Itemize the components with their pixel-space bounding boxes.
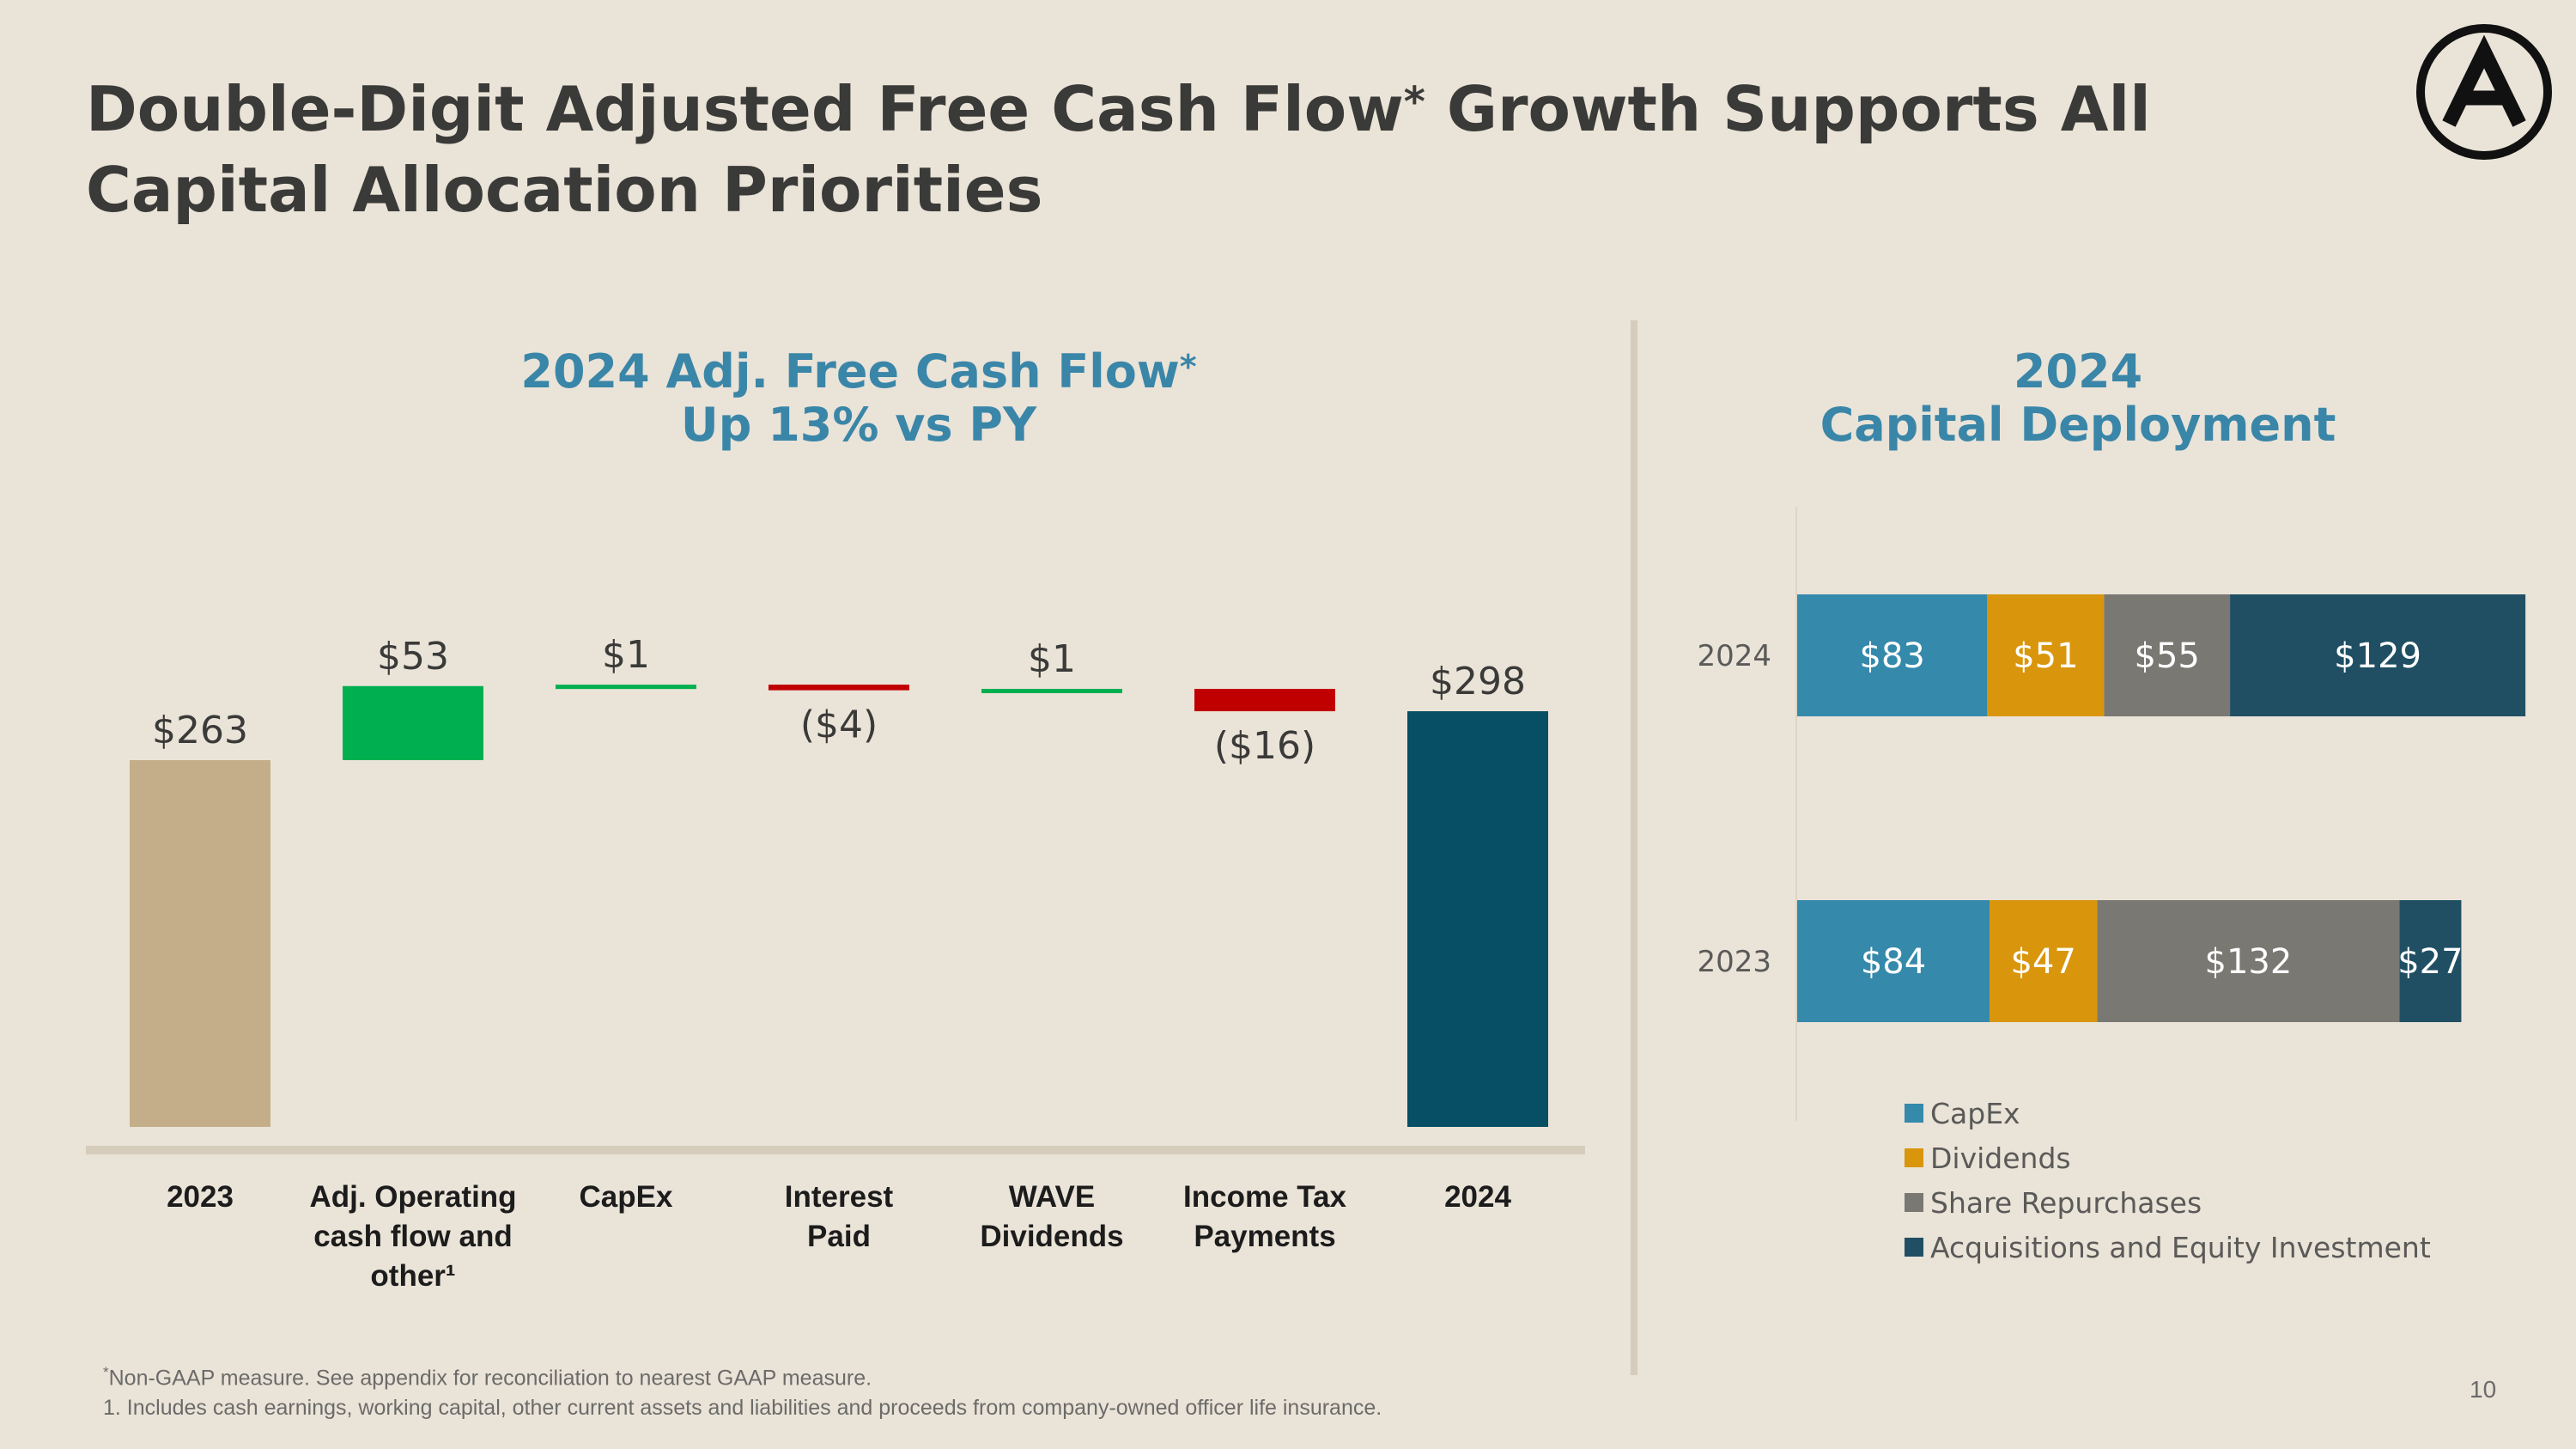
legend-label: Share Repurchases [1930, 1185, 2202, 1220]
page-title: Double-Digit Adjusted Free Cash Flow* Gr… [86, 69, 2318, 230]
waterfall-title-line1: 2024 Adj. Free Cash Flow [520, 344, 1180, 399]
waterfall-data-label: ($4) [800, 703, 878, 747]
stacked-bar-segment [1990, 900, 2098, 1022]
stacked-segment-label: $51 [2013, 636, 2078, 676]
page-title-part1: Double-Digit Adjusted Free Cash Flow [86, 73, 1404, 145]
waterfall-category-label: 2023 [167, 1180, 234, 1214]
stacked-bar-segment [1987, 594, 2105, 716]
waterfall-bar [1194, 689, 1335, 712]
capital-title-line2: Capital Deployment [1820, 398, 2336, 452]
footnote-1-marker: * [103, 1364, 109, 1380]
stacked-bar-segment [2104, 594, 2231, 716]
waterfall-category-label: 2024 [1444, 1180, 1511, 1214]
legend-swatch [1905, 1104, 1923, 1123]
footnote-2: 1. Includes cash earnings, working capit… [103, 1396, 1382, 1421]
legend-item: Acquisitions and Equity Investment [1905, 1225, 2431, 1269]
waterfall-bar [981, 689, 1122, 694]
waterfall-data-label: ($16) [1214, 724, 1315, 768]
waterfall-category-label: Interest [785, 1180, 894, 1214]
legend-label: Dividends [1930, 1141, 2071, 1175]
legend-item: Dividends [1905, 1135, 2431, 1180]
stacked-bar-segment [2230, 594, 2526, 716]
stacked-category-label: 2024 [1697, 639, 1771, 673]
capital-title-line1: 2024 [2013, 344, 2143, 399]
waterfall-category-label: CapEx [580, 1180, 673, 1214]
non-gaap-marker: * [1403, 78, 1425, 126]
waterfall-category-label: WAVE [1009, 1180, 1095, 1214]
waterfall-category-label: Paid [807, 1220, 871, 1253]
legend-swatch [1905, 1238, 1923, 1257]
legend-item: Share Repurchases [1905, 1180, 2431, 1225]
waterfall-title-line2: Up 13% vs PY [680, 398, 1037, 452]
stacked-bar-segment [2399, 900, 2462, 1022]
stacked-segment-label: $27 [2397, 942, 2463, 982]
legend-swatch [1905, 1193, 1923, 1212]
legend-swatch [1905, 1148, 1923, 1167]
waterfall-title-marker: * [1179, 348, 1197, 386]
stacked-bar-segment [1797, 900, 1990, 1022]
stacked-segment-label: $84 [1861, 942, 1926, 982]
stacked-bar-segment [2097, 900, 2400, 1022]
waterfall-category-label: Adj. Operating [309, 1180, 516, 1214]
stacked-value-axis [1795, 507, 1797, 1121]
stacked-segment-label: $55 [2135, 636, 2200, 676]
panel-divider [1631, 320, 1637, 1375]
waterfall-bar [769, 685, 909, 691]
waterfall-category-label: other¹ [370, 1259, 455, 1293]
waterfall-bar [1407, 711, 1548, 1127]
stacked-segment-label: $83 [1860, 636, 1925, 676]
stacked-segment-label: $132 [2205, 942, 2293, 982]
legend-item: CapEx [1905, 1091, 2431, 1135]
waterfall-category-label: Income Tax [1183, 1180, 1347, 1214]
company-logo-icon [2416, 24, 2552, 160]
waterfall-category-label: cash flow and [313, 1220, 512, 1253]
waterfall-data-label: $53 [377, 635, 449, 679]
waterfall-chart-title: 2024 Adj. Free Cash Flow* Up 13% vs PY [481, 345, 1236, 452]
stacked-segment-label: $129 [2334, 636, 2421, 676]
footnote-1-text: Non-GAAP measure. See appendix for recon… [108, 1366, 872, 1391]
capital-chart-title: 2024 Capital Deployment [1735, 345, 2421, 452]
legend-label: Acquisitions and Equity Investment [1930, 1230, 2431, 1264]
capital-legend: CapEx Dividends Share Repurchases Acquisiti… [1905, 1091, 2431, 1269]
waterfall-data-label: $1 [1028, 637, 1076, 681]
page-number: 10 [2470, 1376, 2497, 1403]
waterfall-category-label: Payments [1194, 1220, 1335, 1253]
stacked-segment-label: $47 [2011, 942, 2076, 982]
waterfall-data-label: $1 [602, 633, 650, 677]
waterfall-data-label: $263 [152, 709, 248, 752]
stacked-category-label: 2023 [1697, 945, 1771, 979]
page-title-part2: Growth Supports All Capital Allocation P… [86, 73, 2151, 226]
waterfall-category-label: Dividends [980, 1220, 1123, 1253]
waterfall-bar [343, 685, 483, 760]
waterfall-baseline [86, 1146, 1585, 1154]
footnotes: *Non-GAAP measure. See appendix for reco… [103, 1357, 1382, 1423]
legend-label: CapEx [1930, 1096, 2020, 1130]
waterfall-bar [556, 685, 696, 690]
stacked-bar-segment [1797, 594, 1988, 716]
footnote-1: *Non-GAAP measure. See appendix for reco… [103, 1357, 1382, 1393]
waterfall-bar [130, 760, 270, 1127]
waterfall-data-label: $298 [1430, 660, 1526, 703]
